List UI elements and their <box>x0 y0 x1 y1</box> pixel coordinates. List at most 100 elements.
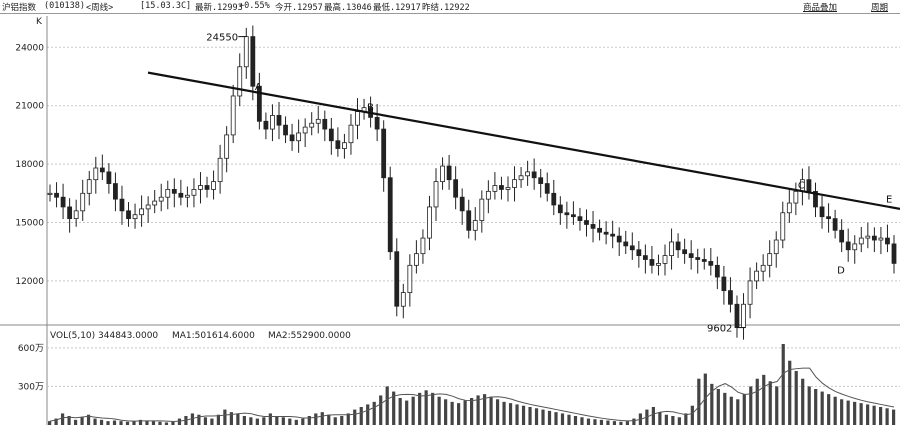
volume-bar <box>664 414 668 425</box>
volume-bar <box>846 400 850 425</box>
price-gridlines <box>47 46 900 282</box>
volume-bar <box>450 401 454 425</box>
candle-body <box>675 241 681 251</box>
candle-body <box>230 95 236 136</box>
candle-body <box>865 235 871 239</box>
candle-body <box>132 214 138 220</box>
volume-axis-ticks: 300万 600万 <box>18 344 44 393</box>
candle-body <box>531 171 537 179</box>
volume-bar <box>346 413 350 425</box>
date-label: [15.03.3C] <box>140 1 192 11</box>
volume-bar <box>567 414 571 425</box>
candle-body <box>656 262 661 266</box>
candle-body <box>113 183 118 200</box>
price-tick-label: 12000 <box>15 277 44 287</box>
candle-body <box>525 171 531 177</box>
candle-body <box>721 276 727 292</box>
candle-body <box>211 181 216 190</box>
candle-body <box>590 224 596 229</box>
product-overlay-button[interactable]: 商品叠加 <box>803 3 838 13</box>
annotation-point-c: C <box>798 180 805 191</box>
volume-bar <box>697 378 701 425</box>
volume-bar <box>801 378 805 425</box>
volume-tick-label: 300万 <box>18 382 44 392</box>
volume-bar <box>138 419 143 425</box>
volume-bar <box>164 422 169 425</box>
candle-body <box>485 190 491 200</box>
volume-bar <box>48 421 52 425</box>
candle-body <box>773 239 779 255</box>
candle-body <box>512 179 517 188</box>
volume-bar <box>379 395 383 425</box>
candle-body <box>518 175 524 181</box>
volume-bar <box>495 399 500 425</box>
annotation-low-value: 9602 <box>707 324 732 335</box>
volume-bar <box>508 403 513 425</box>
volume-bar <box>307 416 311 425</box>
volume-bar <box>203 417 208 425</box>
low-price: 最低.12917 <box>373 3 421 13</box>
candle-body <box>708 261 714 266</box>
candle-body <box>374 116 380 130</box>
candle-body <box>158 196 164 202</box>
price-tick-label: 24000 <box>15 43 44 53</box>
candle-body <box>584 220 589 225</box>
volume-bar <box>892 409 896 425</box>
volume-bar <box>742 394 746 425</box>
volume-bar <box>580 417 584 425</box>
volume-bar <box>190 413 195 425</box>
volume-bar <box>651 407 655 425</box>
volume-bar <box>775 386 779 425</box>
candle-body <box>342 142 347 149</box>
candle-body <box>296 132 302 142</box>
period-button[interactable]: 周期 <box>871 3 889 13</box>
volume-bar <box>385 386 389 425</box>
annotation-point-e: E <box>886 194 892 205</box>
volume-bar <box>716 389 720 425</box>
candle-body <box>283 124 288 136</box>
candle-body <box>538 177 544 184</box>
candle-body <box>99 167 105 173</box>
volume-bar <box>593 419 597 425</box>
candle-body <box>348 124 354 144</box>
candle-body <box>806 179 812 192</box>
candle-body <box>629 245 635 251</box>
candle-body <box>315 118 321 124</box>
candle-body <box>276 115 282 126</box>
candle-body <box>256 85 262 122</box>
candle-body <box>198 185 203 190</box>
volume-bar <box>476 395 480 425</box>
candle-body <box>688 253 694 258</box>
price-tick-label: 15000 <box>15 219 44 229</box>
candle-body <box>826 216 831 220</box>
volume-bar <box>437 396 441 425</box>
open-price: 今开.12957 <box>275 3 323 13</box>
price-tick-label: 18000 <box>15 160 44 170</box>
volume-bar <box>398 398 402 425</box>
volume-bar <box>333 417 337 425</box>
candle-body <box>649 259 655 266</box>
volume-bar <box>560 413 565 425</box>
price-axis-label: K <box>36 17 43 27</box>
volume-bar <box>223 409 227 425</box>
candle-body <box>328 128 334 142</box>
volume-bar <box>424 390 428 425</box>
candle-body <box>270 115 275 130</box>
candle-body <box>466 210 472 231</box>
annotation-point-d: D <box>837 265 845 276</box>
volume-bar <box>151 421 156 425</box>
candle-body <box>767 253 773 266</box>
candle-body <box>139 208 144 216</box>
volume-bar <box>853 401 857 425</box>
volume-bar <box>366 404 370 425</box>
candle-body <box>309 122 315 128</box>
candle-body <box>623 241 629 247</box>
volume-bar <box>690 405 694 425</box>
volume-bar <box>431 392 435 425</box>
volume-bar <box>99 419 104 425</box>
volume-bar <box>541 409 545 425</box>
volume-bar <box>755 378 759 425</box>
price-tick-label: 21000 <box>15 102 44 112</box>
volume-bar <box>197 414 201 425</box>
volume-bar <box>872 405 876 425</box>
